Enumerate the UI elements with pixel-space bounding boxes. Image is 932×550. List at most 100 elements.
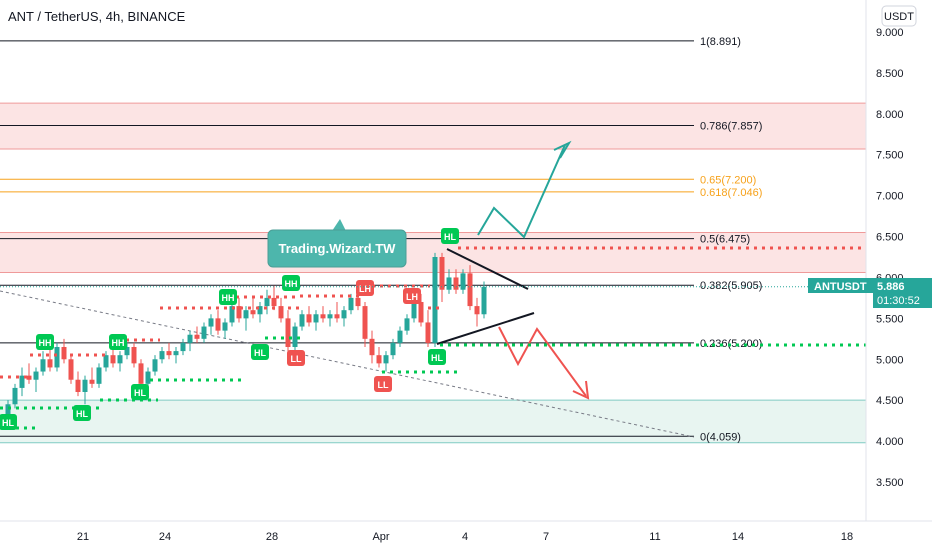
candle-body (474, 306, 480, 315)
candle-body (152, 359, 158, 372)
candle-body (54, 347, 60, 368)
pivot-badge-bg (36, 334, 54, 350)
candle-body (103, 355, 109, 368)
x-tick-label: 14 (732, 531, 744, 543)
candle-body (271, 297, 277, 307)
supply-zone (0, 103, 866, 149)
candle-body (145, 371, 151, 384)
candle-body (362, 306, 368, 339)
x-tick-label: 24 (159, 531, 171, 543)
x-tick-label: Apr (372, 531, 389, 543)
pivot-badge-hl: HL (131, 384, 149, 400)
candle-body (334, 314, 340, 319)
pivot-badge-bg (219, 289, 237, 305)
candle-body (194, 334, 200, 339)
zones-layer (0, 102, 866, 444)
pivot-badges-layer: HL HL HH HL HH HL HH HH HL LL LH LL LH HL (0, 228, 459, 430)
pivot-badge-label: HL (431, 353, 443, 363)
candle-body (75, 379, 81, 392)
triangle-upper-line (446, 248, 529, 290)
candle-body (5, 404, 11, 417)
x-tick-label: 11 (649, 531, 660, 543)
pivot-badge-lh: LH (356, 280, 374, 296)
candle-body (439, 257, 445, 290)
last-price-tag: ANTUSDT 5.886 01:30:52 (808, 278, 932, 308)
pivot-badge-ll: LL (374, 376, 392, 392)
x-tick-label: 4 (462, 531, 468, 543)
pivot-badge-hl: HL (428, 349, 446, 365)
candle-body (110, 355, 116, 364)
candle-body (292, 326, 298, 347)
pivot-badge-bg (441, 228, 459, 244)
pivot-badge-label: HL (134, 388, 146, 398)
candle-body (446, 277, 452, 290)
candle-body (173, 351, 179, 356)
candle-body (236, 306, 242, 319)
candle-body (453, 277, 459, 290)
pivot-badge-bg (428, 349, 446, 365)
x-tick-label: 28 (266, 531, 278, 543)
descending-trendline (0, 290, 695, 438)
y-tick-label: 7.500 (876, 150, 904, 162)
candle-body (201, 326, 207, 339)
candle-body (257, 306, 263, 315)
candle-body (467, 273, 473, 307)
bubble-pointer (332, 219, 346, 231)
candle-body (313, 314, 319, 323)
triangle-lower-line (436, 312, 535, 345)
currency-button[interactable]: USDT (881, 5, 917, 27)
pivot-badge-label: LL (291, 354, 302, 364)
candle-body (460, 273, 466, 290)
pivot-badge-label: HH (285, 279, 298, 289)
price-tag-value: 5.886 (877, 281, 905, 293)
candle-body (159, 351, 165, 360)
candle-body (285, 318, 291, 347)
candle-body (124, 347, 130, 356)
candle-body (341, 310, 347, 319)
y-tick-label: 3.500 (876, 477, 904, 489)
candle-body (481, 286, 487, 315)
candle-body (117, 355, 123, 364)
bullish-projection-arrow (477, 144, 566, 239)
fib-level-label: 0.65(7.200) (700, 174, 756, 186)
candle-body (348, 297, 354, 311)
pivot-badge-label: HL (444, 232, 456, 242)
pivot-badge-hl: HL (0, 414, 17, 430)
candle-body (47, 359, 53, 368)
pivot-badge-label: LH (406, 292, 418, 302)
x-tick-label: 7 (543, 531, 549, 543)
trading-wizard-bubble: Trading.Wizard.TW (267, 219, 407, 268)
fib-level-label: 0.5(6.475) (700, 234, 750, 246)
y-tick-label: 9.000 (876, 27, 904, 39)
candle-body (89, 379, 95, 384)
pivot-badge-hl: HL (73, 405, 91, 421)
currency-button-label: USDT (884, 11, 914, 23)
pivot-badge-hh: HH (36, 334, 54, 350)
y-tick-label: 8.500 (876, 68, 904, 80)
candle-body (278, 306, 284, 319)
candle-body (306, 314, 312, 323)
candle-body (383, 355, 389, 364)
pivot-badge-bg (282, 275, 300, 291)
pivot-badge-hl: HL (251, 344, 269, 360)
candle-body (404, 318, 410, 331)
pivot-badge-bg (374, 376, 392, 392)
pivot-badge-label: HH (222, 293, 235, 303)
candle-body (369, 338, 375, 356)
candle-body (166, 351, 172, 356)
pivot-badge-bg (0, 414, 17, 430)
candle-body (12, 387, 18, 405)
candle-body (61, 347, 67, 360)
fib-level-label: 0.382(5.905) (700, 280, 762, 292)
candles-layer (5, 252, 487, 429)
candle-body (138, 363, 144, 384)
pivot-badge-label: HL (254, 348, 266, 358)
pivot-badge-hh: HH (219, 289, 237, 305)
candle-body (96, 367, 102, 384)
candle-body (180, 342, 186, 352)
candle-body (68, 359, 74, 380)
pivot-badge-bg (403, 288, 421, 304)
